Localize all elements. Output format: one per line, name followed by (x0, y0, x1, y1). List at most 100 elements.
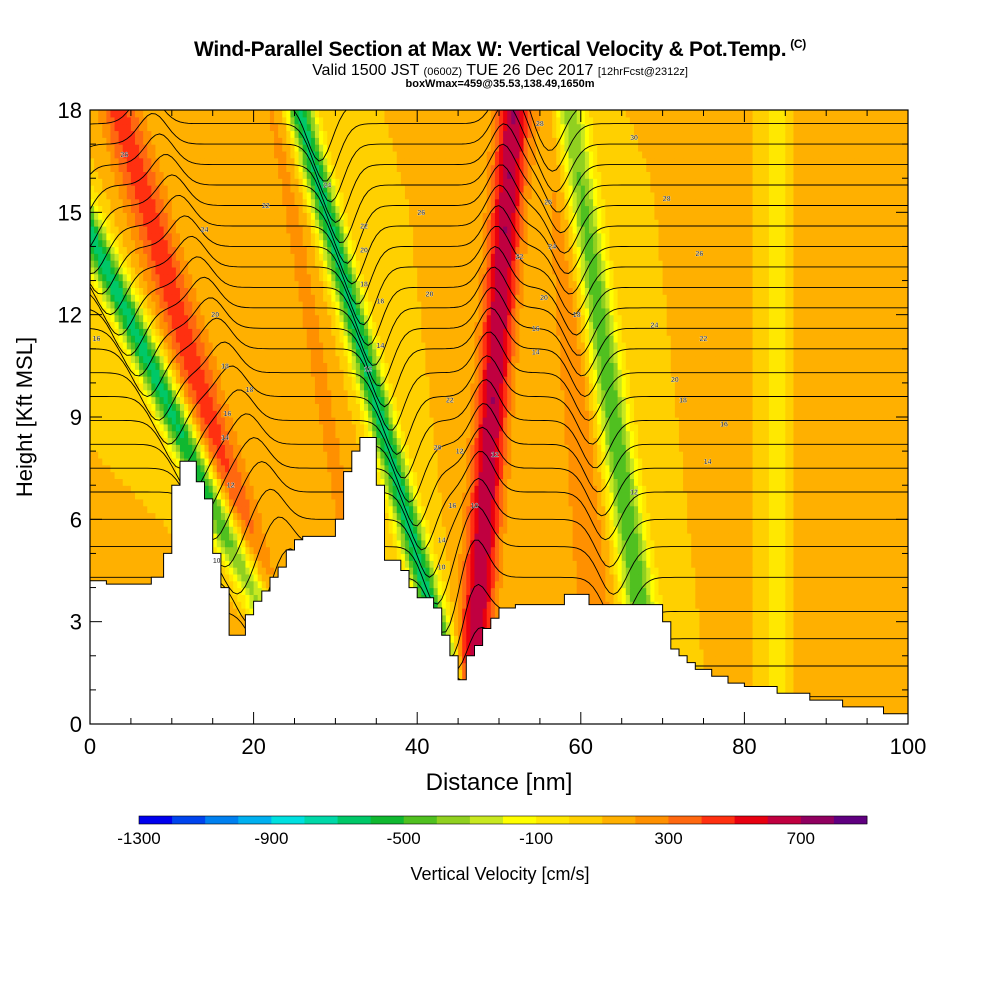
w-cell (867, 648, 872, 657)
w-cell (445, 594, 451, 602)
w-cell (760, 601, 766, 609)
w-cell (805, 676, 811, 684)
w-cell (658, 553, 664, 561)
w-cell (523, 567, 529, 575)
w-cell (875, 580, 880, 589)
w-cell (768, 669, 774, 677)
w-cell (233, 621, 238, 630)
w-cell (818, 669, 823, 677)
w-cell (813, 587, 819, 595)
w-cell (539, 580, 545, 589)
w-cell (801, 628, 807, 636)
w-cell (617, 560, 623, 568)
w-cell (903, 669, 908, 677)
w-cell (437, 601, 443, 609)
w-cell (732, 594, 737, 602)
w-cell (883, 614, 889, 623)
w-cell (409, 567, 414, 575)
w-cell (147, 560, 152, 568)
w-cell (237, 601, 242, 609)
w-cell (785, 676, 790, 684)
w-cell (478, 594, 484, 602)
w-cell (834, 669, 840, 677)
w-cell (768, 601, 774, 609)
w-cell (826, 560, 831, 568)
w-cell (756, 676, 762, 684)
w-cell (903, 621, 908, 630)
w-cell (756, 642, 762, 650)
w-cell (752, 553, 758, 561)
w-cell (805, 614, 811, 623)
w-cell (445, 628, 451, 636)
w-cell (813, 648, 819, 657)
w-cell (732, 642, 737, 650)
w-cell (466, 635, 471, 643)
w-cell (777, 676, 782, 684)
w-cell (891, 683, 897, 691)
w-cell (740, 580, 745, 589)
w-cell (535, 567, 541, 575)
w-cell (777, 594, 782, 602)
w-cell (707, 642, 713, 650)
w-cell (744, 553, 750, 561)
w-cell (846, 580, 852, 589)
w-cell (429, 560, 435, 568)
w-cell (707, 553, 713, 561)
w-cell (437, 580, 443, 589)
w-cell (474, 587, 480, 595)
w-cell (233, 573, 238, 582)
w-cell (842, 683, 848, 691)
w-cell (670, 587, 676, 595)
w-cell (474, 567, 480, 575)
w-cell (805, 655, 811, 664)
w-cell (854, 621, 860, 630)
w-cell (605, 587, 611, 595)
w-cell (883, 587, 889, 595)
w-cell (400, 553, 406, 561)
w-cell (773, 648, 778, 657)
w-cell (617, 567, 623, 575)
w-cell (474, 608, 480, 616)
w-cell (805, 642, 811, 650)
w-cell (437, 594, 443, 602)
w-cell (768, 648, 774, 657)
w-cell (482, 567, 488, 575)
w-cell (789, 628, 795, 636)
w-cell (474, 553, 480, 561)
w-cell (760, 621, 766, 630)
w-cell (822, 676, 827, 684)
w-cell (899, 628, 905, 636)
w-cell (683, 628, 688, 636)
w-cell (822, 689, 827, 698)
w-cell (646, 580, 651, 589)
w-cell (691, 580, 696, 589)
w-cell (740, 655, 745, 664)
w-cell (842, 655, 848, 664)
w-cell (728, 614, 733, 623)
w-cell (826, 628, 831, 636)
w-cell (494, 553, 500, 561)
w-cell (723, 648, 729, 657)
w-cell (683, 560, 688, 568)
w-cell (846, 696, 852, 705)
w-cell (809, 683, 815, 691)
w-cell (642, 573, 647, 582)
w-cell (527, 580, 533, 589)
w-cell (732, 560, 737, 568)
w-cell (605, 594, 611, 602)
w-cell (633, 580, 639, 589)
w-cell (854, 642, 860, 650)
w-cell (871, 580, 876, 589)
w-cell (278, 553, 283, 561)
w-cell (593, 553, 598, 561)
w-cell (580, 560, 586, 568)
w-cell (863, 621, 868, 630)
w-cell (674, 553, 680, 561)
w-cell (462, 642, 467, 650)
w-cell (650, 594, 656, 602)
w-cell (875, 621, 880, 630)
w-cell (723, 621, 729, 630)
w-cell (470, 573, 476, 582)
w-cell (867, 614, 872, 623)
w-cell (871, 560, 876, 568)
